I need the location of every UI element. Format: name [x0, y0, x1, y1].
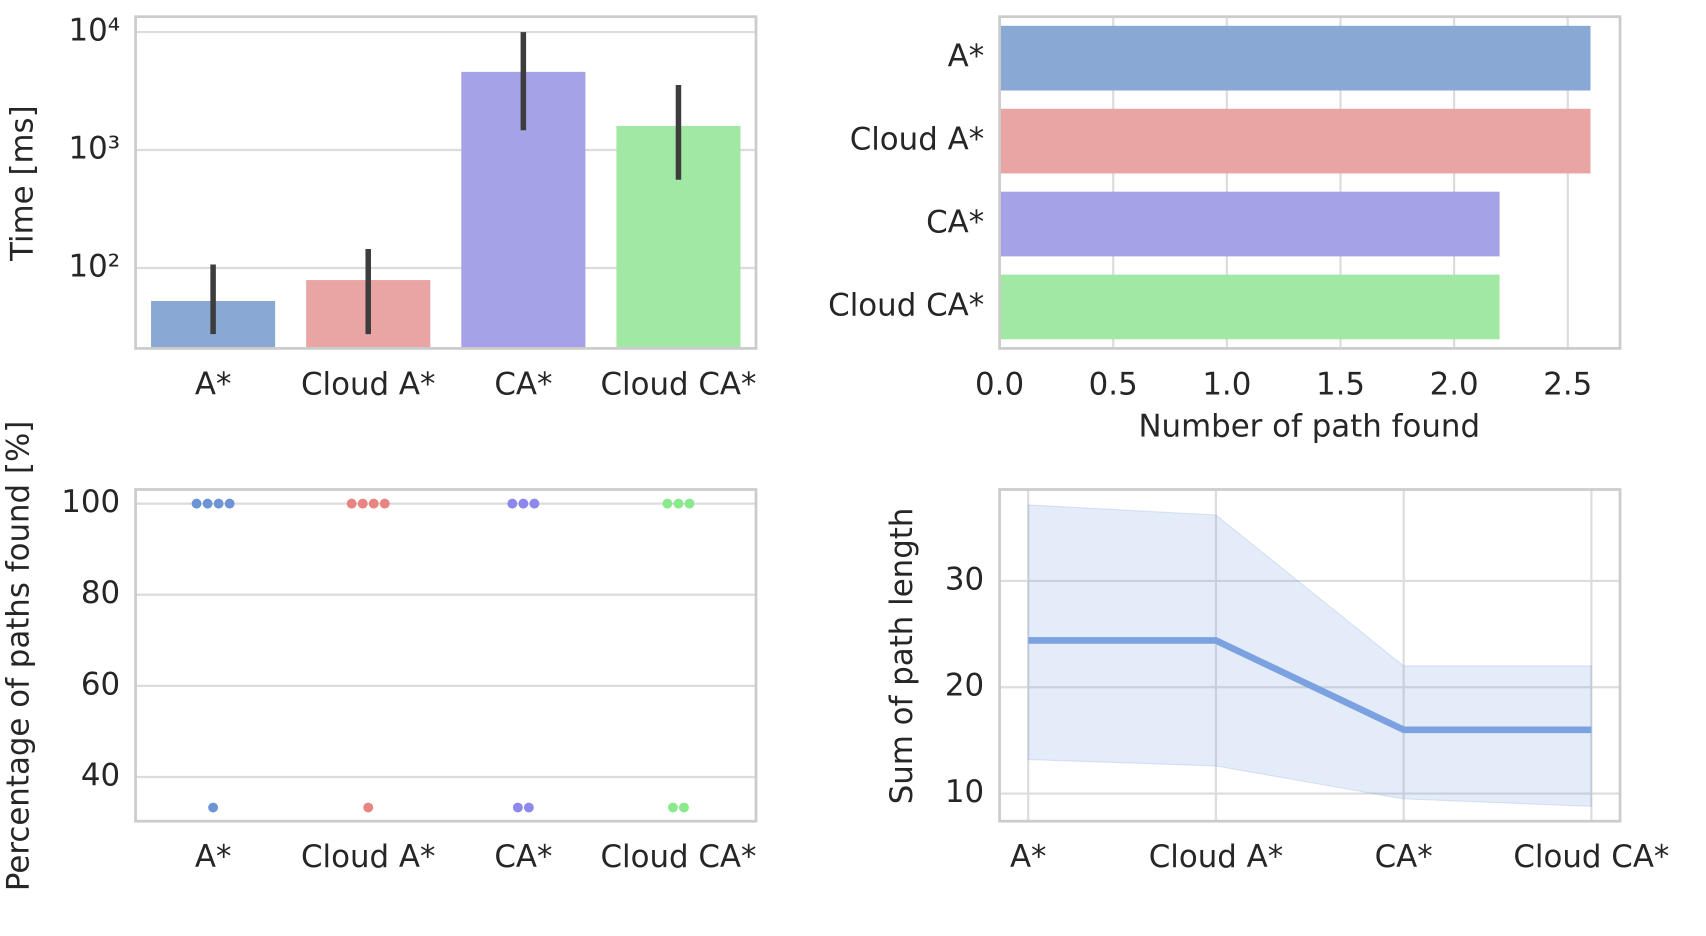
x-tick-label: 2.0: [1430, 366, 1479, 402]
point: [191, 498, 202, 509]
subplot: 40 60 80 100 A* Cloud A* CA* Cloud CA* Percentag…: [0, 421, 758, 891]
y-tick-label: 10²: [69, 248, 121, 284]
point: [673, 498, 684, 509]
y-tick-label: CA*: [926, 205, 984, 241]
bar: [999, 25, 1591, 91]
x-tick-label: A*: [195, 366, 232, 402]
x-tick-label: 1.5: [1316, 366, 1365, 402]
subplot: 10² 10³ 10⁴ A* Cloud A* CA* Cloud CA* Time [ms]: [5, 13, 758, 402]
point: [662, 498, 673, 509]
y-axis-label: Percentage of paths found [%]: [0, 421, 36, 891]
x-tick-label: 0.5: [1089, 366, 1138, 402]
point: [529, 498, 540, 509]
x-tick-label: CA*: [494, 839, 552, 875]
confidence-band: [1027, 504, 1592, 807]
x-tick-label: 1.0: [1202, 366, 1251, 402]
x-tick-label: CA*: [1375, 839, 1433, 875]
point: [363, 802, 374, 813]
point: [679, 802, 689, 813]
point: [523, 802, 534, 813]
point: [684, 498, 695, 509]
y-tick-label: 10: [945, 774, 984, 810]
line: [1028, 637, 1592, 734]
y-tick-label: Cloud A*: [850, 122, 984, 158]
y-tick-label: Cloud CA*: [828, 287, 984, 323]
point: [512, 802, 523, 813]
y-tick-label: 80: [81, 575, 120, 611]
x-tick-label: Cloud A*: [301, 839, 435, 875]
point: [379, 498, 390, 509]
x-axis-label: Number of path found: [1138, 408, 1480, 444]
point: [667, 802, 678, 813]
y-tick-label: 10³: [69, 131, 121, 167]
y-tick-label: A*: [948, 39, 985, 75]
point: [213, 498, 224, 509]
x-tick-label: 0.0: [975, 366, 1024, 402]
bar: [999, 108, 1591, 174]
y-tick-label: 30: [945, 561, 984, 597]
grid: [135, 502, 757, 779]
point: [202, 498, 213, 509]
x-tick-label: A*: [195, 839, 232, 875]
point: [507, 498, 518, 509]
x-tick-label: A*: [1010, 839, 1047, 875]
y-tick-label: 100: [61, 484, 120, 520]
y-tick-label: 40: [81, 758, 120, 794]
y-axis-label: Sum of path length: [884, 508, 920, 805]
x-tick-label: Cloud CA*: [600, 366, 756, 402]
x-tick-label: CA*: [494, 366, 552, 402]
y-tick-label: 60: [81, 666, 120, 702]
y-tick-label: 20: [945, 668, 984, 704]
x-tick-label: Cloud CA*: [1513, 839, 1669, 875]
point: [368, 498, 379, 509]
bar: [999, 274, 1500, 340]
point: [518, 498, 529, 509]
x-tick-label: Cloud CA*: [600, 839, 756, 875]
x-tick-label: Cloud A*: [1149, 839, 1283, 875]
x-tick-label: 2.5: [1543, 366, 1592, 402]
point: [224, 498, 235, 509]
subplot: 10 20 30 A* Cloud A* CA* Cloud CA* Sum of path …: [884, 488, 1669, 875]
bar: [999, 191, 1500, 257]
point: [208, 802, 219, 813]
subplot: 0.0 0.5 1.0 1.5 2.0 2.5 A* Cloud A* CA* Cloud CA*…: [828, 15, 1622, 444]
y-axis-label: Time [ms]: [5, 105, 41, 261]
x-tick-label: Cloud A*: [301, 366, 435, 402]
y-tick-label: 10⁴: [69, 13, 121, 49]
point: [346, 498, 357, 509]
plot-frame: [998, 15, 1622, 350]
plot-frame: [134, 488, 758, 823]
plot-frame: [998, 488, 1622, 823]
point: [357, 498, 368, 509]
plot-frame: [134, 15, 758, 350]
